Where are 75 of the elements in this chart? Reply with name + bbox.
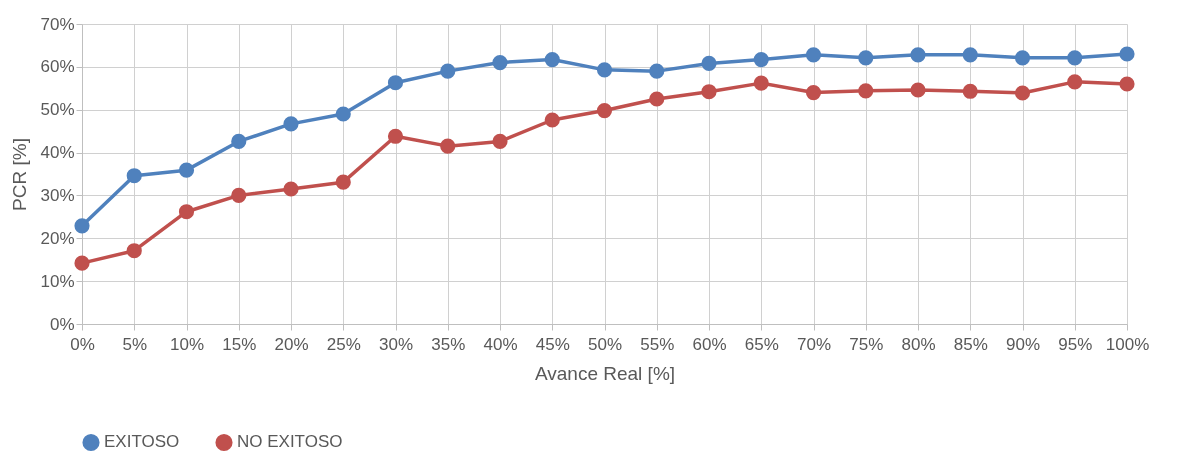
- point: [283, 181, 299, 197]
- point: [178, 204, 195, 220]
- point: [701, 55, 717, 71]
- point: [805, 85, 822, 101]
- point: [753, 52, 769, 68]
- point: [544, 112, 560, 128]
- x-axis-title: Avance Real [%]: [534, 362, 676, 384]
- point: [649, 91, 665, 107]
- point: [126, 243, 142, 259]
- y-tick-label: 0%: [49, 314, 75, 334]
- y-axis-title: PCR [%]: [9, 138, 31, 211]
- point: [962, 83, 978, 99]
- point: [283, 116, 299, 132]
- x-tick-label: 60%: [692, 334, 727, 354]
- legend-label: NO EXITOSO: [237, 432, 343, 452]
- x-tick-label: 75%: [849, 334, 884, 354]
- point: [596, 62, 613, 78]
- x-tick-label: 90%: [1005, 334, 1041, 354]
- point: [126, 168, 142, 184]
- point: [1014, 50, 1031, 66]
- point: [74, 255, 90, 271]
- y-tick-label: 70%: [40, 14, 75, 34]
- x-tick-label: 85%: [953, 334, 988, 354]
- point: [753, 75, 769, 91]
- point: [440, 63, 456, 79]
- point: [962, 47, 978, 63]
- point: [387, 128, 404, 144]
- x-tick-label: 55%: [640, 334, 675, 354]
- point: [335, 174, 351, 190]
- point: [74, 218, 90, 234]
- y-tick-label: 20%: [40, 228, 75, 248]
- x-tick-label: 20%: [274, 334, 309, 354]
- point: [1119, 46, 1135, 62]
- point: [178, 162, 195, 178]
- point: [858, 83, 874, 99]
- x-tick-label: 65%: [744, 334, 779, 354]
- point: [335, 106, 351, 122]
- x-tick-label: 30%: [378, 334, 414, 354]
- point: [231, 187, 247, 203]
- point: [544, 52, 560, 68]
- x-tick-label: 70%: [796, 334, 832, 354]
- point: [1067, 74, 1083, 90]
- x-tick-label: 35%: [431, 334, 466, 354]
- x-tick-label: 25%: [326, 334, 361, 354]
- x-tick-label: 45%: [535, 334, 570, 354]
- point: [910, 82, 926, 98]
- point: [1067, 50, 1083, 66]
- x-tick-label: 40%: [483, 334, 518, 354]
- point: [231, 133, 247, 149]
- point: [387, 75, 404, 91]
- x-tick-label: 95%: [1058, 334, 1093, 354]
- point: [1014, 85, 1031, 101]
- x-tick-label: 10%: [169, 334, 205, 354]
- legend-label: EXITOSO: [104, 432, 180, 452]
- x-tick-label: 80%: [901, 334, 936, 354]
- point: [492, 55, 508, 71]
- y-tick-label: 30%: [40, 185, 75, 205]
- point: [440, 138, 456, 154]
- point: [858, 50, 874, 66]
- point: [910, 47, 926, 63]
- y-tick-label: 10%: [40, 271, 75, 291]
- x-tick-label: 5%: [122, 334, 148, 354]
- point: [805, 47, 822, 63]
- point: [649, 63, 665, 79]
- point: [492, 133, 508, 149]
- x-tick-label: 15%: [222, 334, 257, 354]
- x-tick-label: 0%: [70, 334, 95, 354]
- point: [1119, 76, 1135, 92]
- y-tick-label: 60%: [40, 57, 75, 77]
- x-tick-label: 100%: [1105, 334, 1150, 354]
- point: [701, 84, 717, 100]
- y-tick-label: 40%: [40, 143, 75, 163]
- x-tick-label: 50%: [587, 334, 623, 354]
- point: [596, 103, 613, 119]
- y-tick-label: 50%: [40, 100, 75, 120]
